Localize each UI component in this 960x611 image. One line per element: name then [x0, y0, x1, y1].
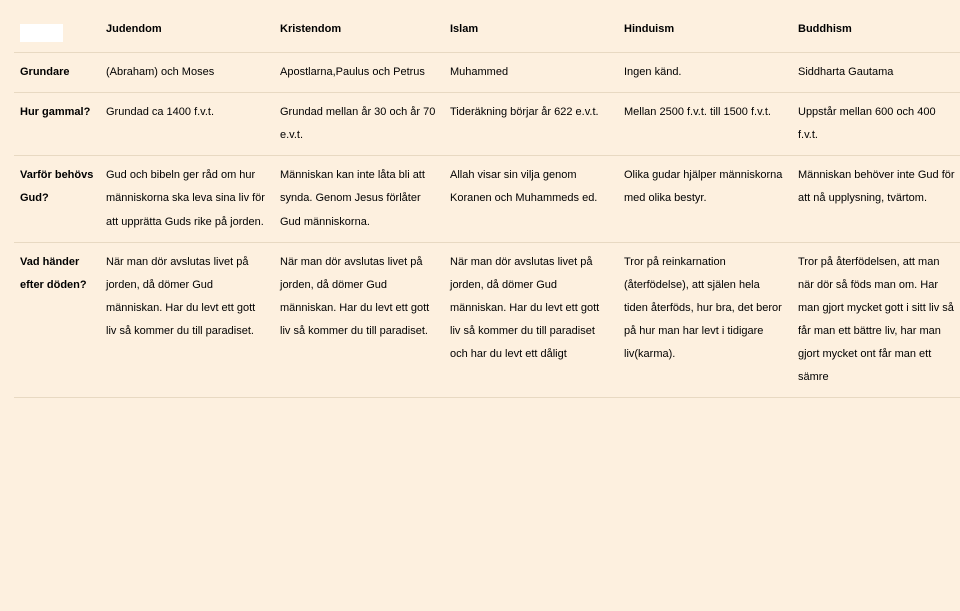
- table-cell: Muhammed: [444, 53, 618, 93]
- table-cell: (Abraham) och Moses: [100, 53, 274, 93]
- col-header: Buddhism: [792, 10, 960, 53]
- row-label: Hur gammal?: [14, 93, 100, 156]
- table-cell: Siddharta Gautama: [792, 53, 960, 93]
- table-cell: Grundad ca 1400 f.v.t.: [100, 93, 274, 156]
- table-cell: Apostlarna,Paulus och Petrus: [274, 53, 444, 93]
- table-cell: När man dör avslutas livet på jorden, då…: [274, 242, 444, 398]
- comparison-table: Judendom Kristendom Islam Hinduism Buddh…: [14, 10, 960, 398]
- table-cell: Allah visar sin vilja genom Koranen och …: [444, 156, 618, 242]
- row-label: Varför behövs Gud?: [14, 156, 100, 242]
- table-cell: Uppstår mellan 600 och 400 f.v.t.: [792, 93, 960, 156]
- table-row: Grundare (Abraham) och Moses Apostlarna,…: [14, 53, 960, 93]
- table-header-row: Judendom Kristendom Islam Hinduism Buddh…: [14, 10, 960, 53]
- col-header: Islam: [444, 10, 618, 53]
- col-header: Hinduism: [618, 10, 792, 53]
- table-cell: Grundad mellan år 30 och år 70 e.v.t.: [274, 93, 444, 156]
- table-row: Vad händer efter döden? När man dör avsl…: [14, 242, 960, 398]
- col-header: Kristendom: [274, 10, 444, 53]
- table-cell: När man dör avslutas livet på jorden, då…: [444, 242, 618, 398]
- row-label: Vad händer efter döden?: [14, 242, 100, 398]
- table-cell: Tror på återfödelsen, att man när dör så…: [792, 242, 960, 398]
- blank-tag: [20, 24, 63, 42]
- table-cell: Ingen känd.: [618, 53, 792, 93]
- corner-cell: [14, 10, 100, 53]
- table-cell: När man dör avslutas livet på jorden, då…: [100, 242, 274, 398]
- table-cell: Tror på reinkarnation (återfödelse), att…: [618, 242, 792, 398]
- col-header: Judendom: [100, 10, 274, 53]
- row-label: Grundare: [14, 53, 100, 93]
- table-cell: Tideräkning börjar år 622 e.v.t.: [444, 93, 618, 156]
- table-cell: Människan kan inte låta bli att synda. G…: [274, 156, 444, 242]
- table-cell: Olika gudar hjälper människorna med olik…: [618, 156, 792, 242]
- table-cell: Mellan 2500 f.v.t. till 1500 f.v.t.: [618, 93, 792, 156]
- table-cell: Människan behöver inte Gud för att nå up…: [792, 156, 960, 242]
- table-cell: Gud och bibeln ger råd om hur människorn…: [100, 156, 274, 242]
- table-row: Hur gammal? Grundad ca 1400 f.v.t. Grund…: [14, 93, 960, 156]
- table-row: Varför behövs Gud? Gud och bibeln ger rå…: [14, 156, 960, 242]
